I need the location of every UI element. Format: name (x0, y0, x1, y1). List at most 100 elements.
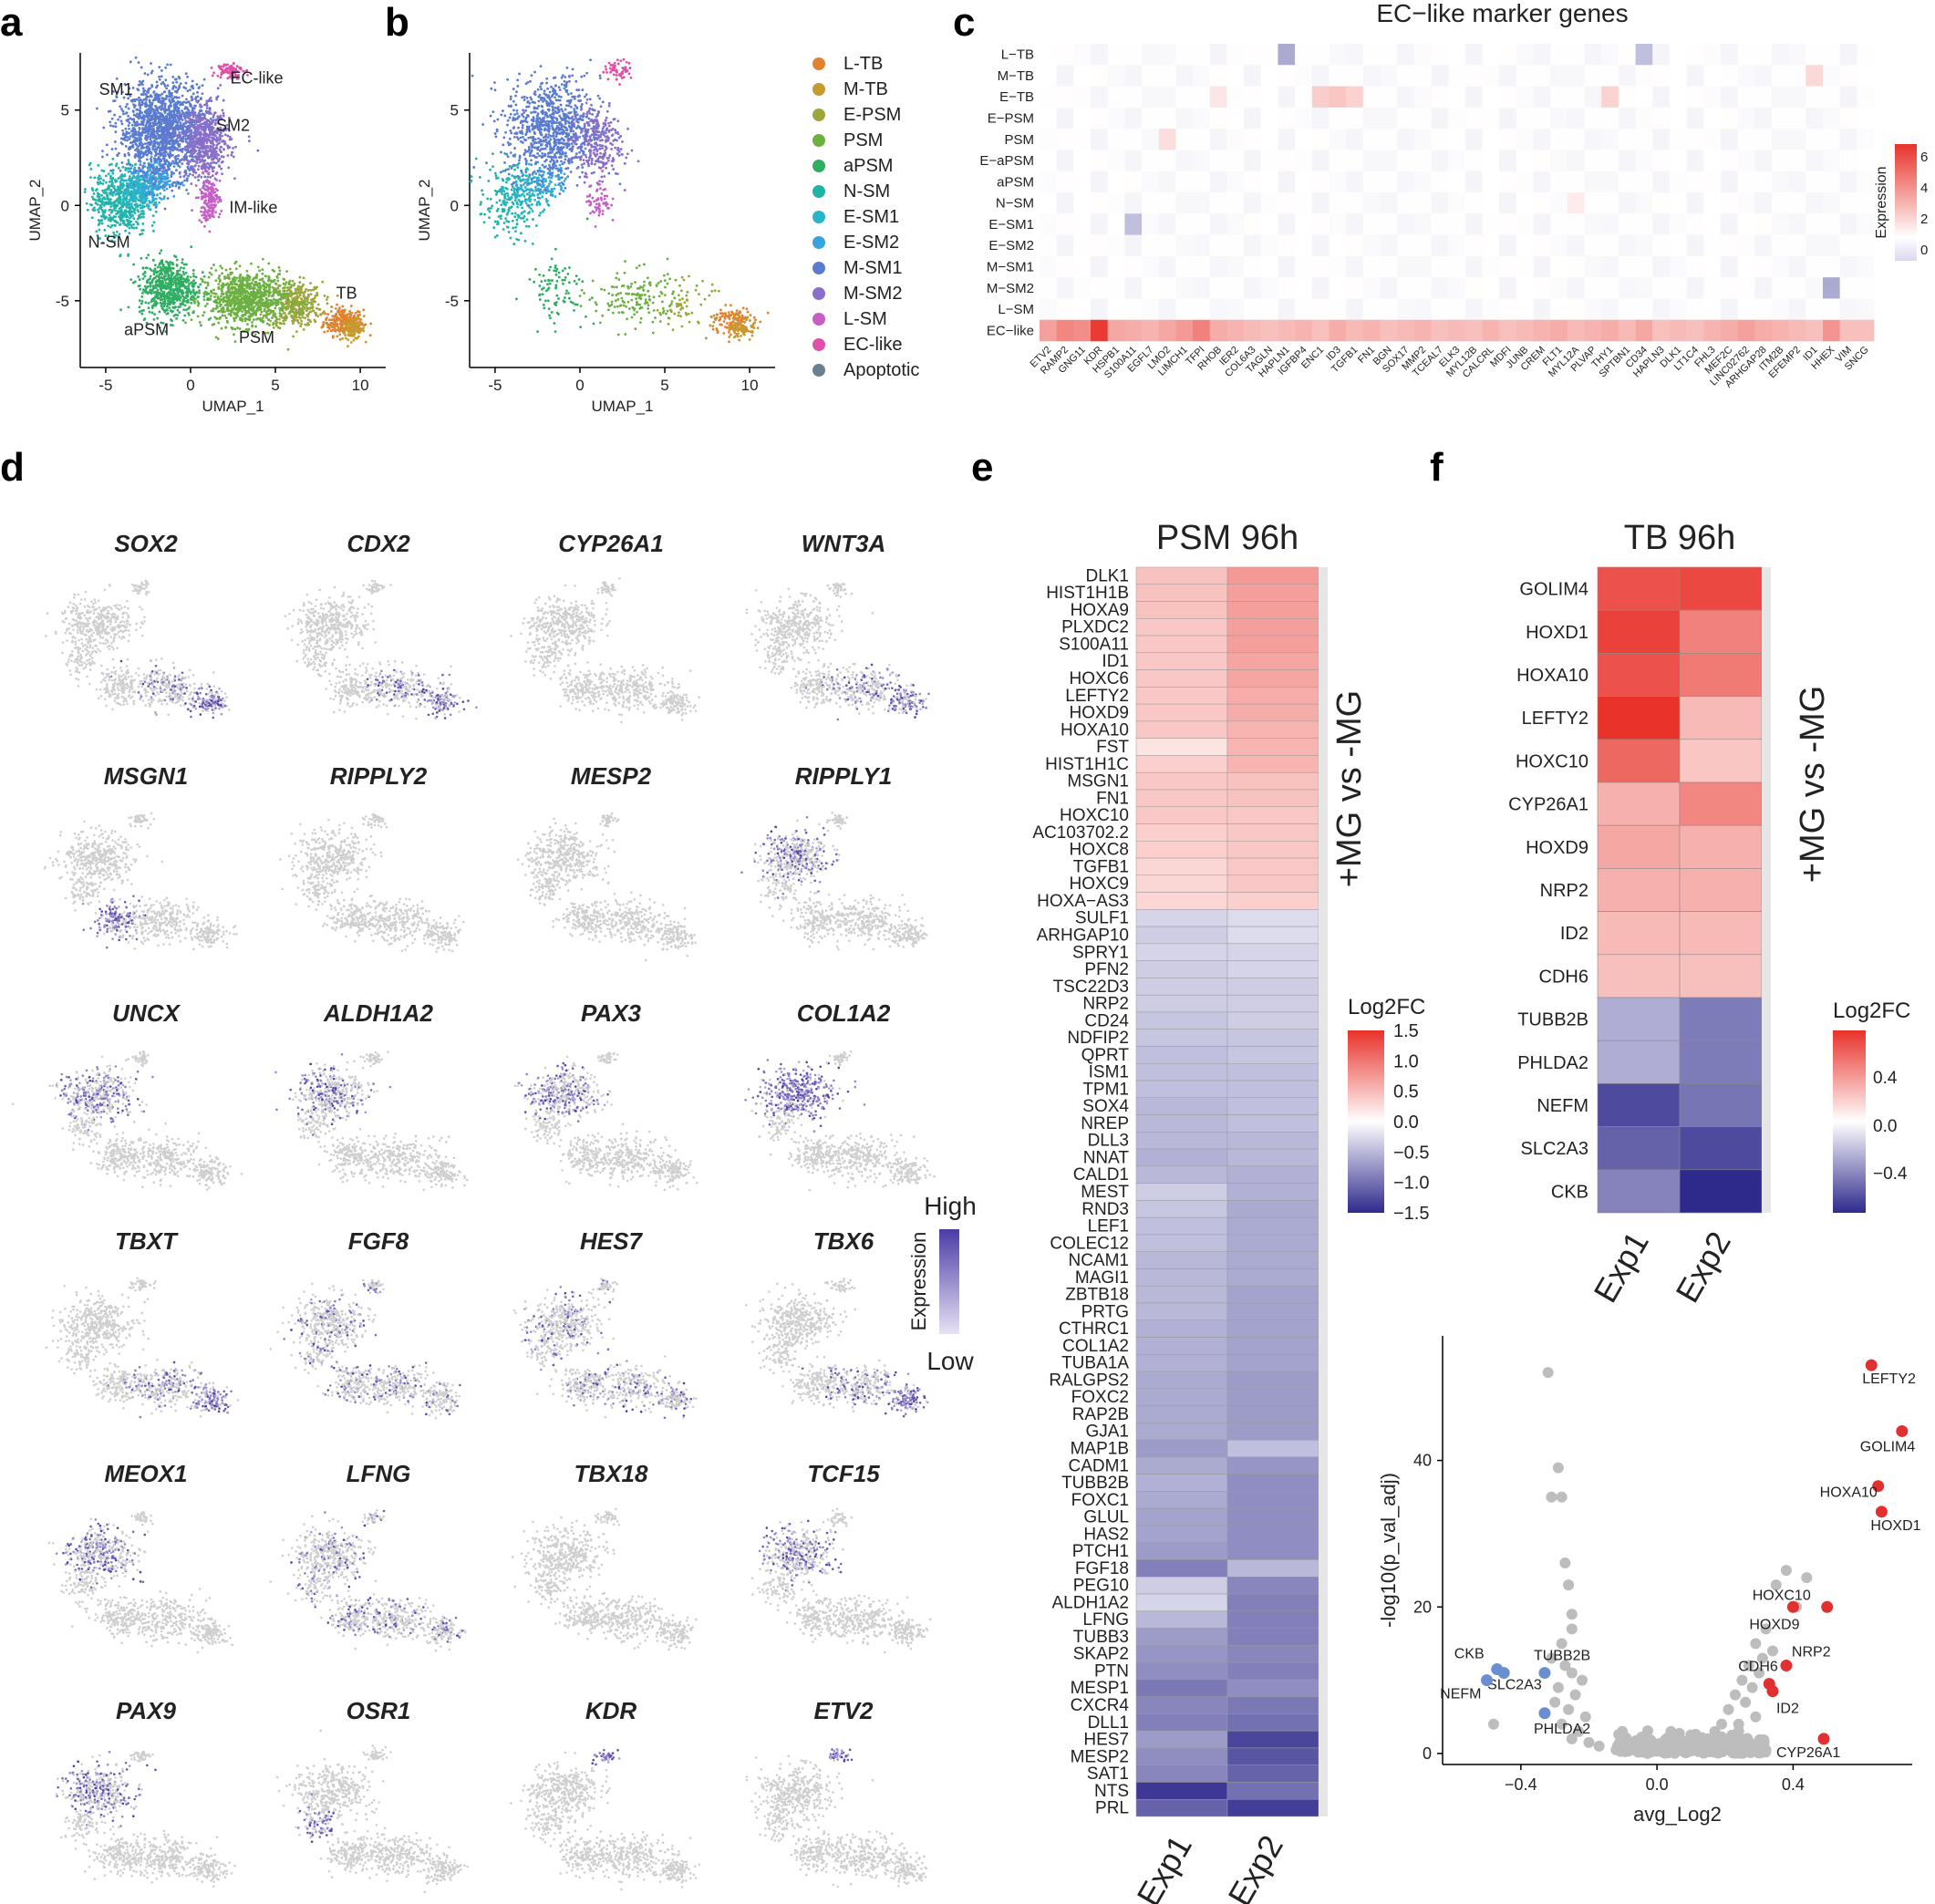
cell-point (356, 314, 359, 317)
cell-point (290, 314, 294, 317)
cell-point (179, 182, 182, 186)
cell-point (154, 187, 158, 191)
cell-point (336, 335, 339, 338)
cell-point (119, 254, 122, 256)
cell-point (181, 261, 184, 264)
cell-point (95, 107, 98, 110)
cell-point (165, 159, 169, 162)
cell-point (158, 160, 161, 163)
cell-point (97, 176, 100, 180)
cell-point (197, 285, 200, 288)
cell-point (261, 298, 264, 302)
cell-point (141, 185, 145, 189)
cell-point (323, 294, 326, 297)
cell-point (357, 331, 360, 334)
cell-point (144, 173, 147, 177)
cell-point (120, 161, 124, 164)
cell-point (291, 316, 295, 320)
cell-point (148, 191, 151, 195)
cell-point (239, 295, 243, 298)
cell-point (152, 139, 156, 142)
cell-point (139, 163, 142, 167)
cell-point (285, 281, 288, 285)
cell-point (179, 276, 182, 279)
cell-point (108, 186, 111, 189)
cell-point (288, 289, 292, 293)
cell-point (103, 191, 107, 195)
cell-point (147, 254, 150, 256)
cell-point (205, 125, 209, 129)
cell-point (214, 279, 218, 283)
cell-point (198, 109, 202, 112)
cell-point (138, 284, 141, 287)
cell-point (162, 197, 166, 201)
cell-point (252, 292, 255, 295)
cell-point (182, 308, 186, 312)
cell-point (330, 305, 334, 308)
cell-point (110, 148, 114, 150)
cell-point (341, 336, 345, 340)
cell-point (277, 266, 281, 269)
cell-point (340, 328, 344, 332)
cell-point (144, 193, 148, 197)
cell-point (114, 147, 118, 150)
cell-point (140, 299, 144, 303)
cell-point (321, 325, 325, 328)
cell-point (163, 109, 167, 113)
cell-point (140, 232, 144, 235)
cell-point (301, 291, 304, 295)
cell-point (132, 180, 136, 183)
cell-point (354, 327, 357, 330)
cell-point (349, 320, 353, 324)
cell-point (263, 307, 266, 311)
cell-point (335, 328, 338, 332)
cell-point (90, 203, 94, 207)
cell-point (106, 197, 109, 201)
cell-point (196, 295, 200, 299)
cell-point (121, 178, 125, 181)
cell-point (181, 101, 184, 104)
cell-point (91, 208, 95, 212)
cell-point (157, 133, 160, 137)
cell-point (333, 320, 336, 324)
cell-point (151, 148, 155, 151)
cell-point (162, 285, 165, 288)
cell-point (117, 118, 119, 121)
cell-point (115, 164, 118, 168)
cell-point (184, 101, 188, 104)
cell-point (217, 287, 221, 290)
cell-point (174, 103, 178, 107)
cell-point (214, 269, 218, 272)
cell-point (174, 141, 177, 144)
cell-point (171, 75, 175, 78)
cell-point (255, 274, 259, 277)
cell-point (224, 326, 228, 329)
cell-point (241, 314, 243, 317)
cell-point (190, 301, 193, 305)
cell-point (189, 275, 192, 279)
cell-point (161, 295, 165, 298)
cell-point (268, 285, 272, 288)
cell-point (127, 170, 130, 173)
cell-point (128, 127, 130, 130)
cell-point (233, 307, 235, 311)
cell-point (141, 116, 145, 119)
cell-point (162, 131, 166, 135)
cell-point (145, 185, 149, 189)
cell-point (267, 274, 271, 278)
cell-point (358, 326, 361, 330)
cell-point (116, 198, 119, 201)
cell-point (129, 167, 131, 171)
cell-point (160, 177, 163, 181)
cell-point (250, 307, 254, 310)
cell-point (190, 318, 193, 322)
cell-point (247, 292, 251, 295)
cell-point (169, 109, 171, 113)
cell-point (176, 136, 180, 140)
cell-point (288, 305, 292, 308)
cell-point (314, 320, 317, 324)
cell-point (272, 323, 274, 326)
cell-point (153, 97, 157, 99)
cell-point (143, 88, 147, 92)
cell-point (135, 138, 138, 141)
